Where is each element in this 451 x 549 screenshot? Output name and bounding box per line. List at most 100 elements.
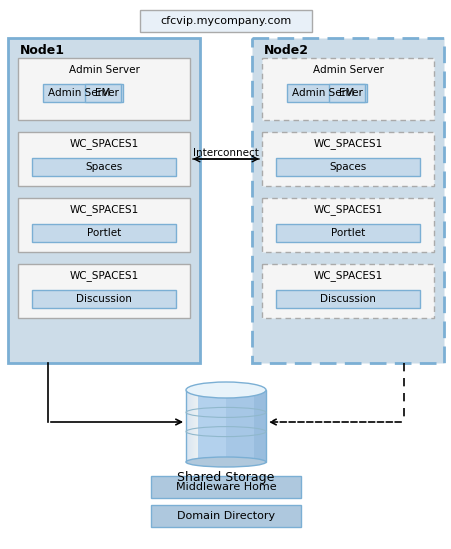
Bar [258, 390, 259, 462]
Bar [85, 84, 121, 102]
Bar [217, 390, 219, 462]
Text: WC_SPACES1: WC_SPACES1 [69, 138, 138, 149]
Bar [201, 390, 202, 462]
Bar [244, 390, 245, 462]
Text: Spaces: Spaces [85, 162, 122, 172]
Bar [262, 390, 263, 462]
Text: Admin Server: Admin Server [312, 65, 382, 75]
Bar [8, 38, 199, 363]
Bar [245, 390, 246, 462]
Text: Interconnect: Interconnect [193, 148, 258, 158]
Ellipse shape [186, 457, 265, 467]
Text: Portlet: Portlet [87, 228, 121, 238]
Bar [224, 390, 225, 462]
Bar [248, 390, 249, 462]
Bar [208, 390, 210, 462]
Bar [259, 390, 260, 462]
Bar [225, 390, 226, 462]
Bar [263, 390, 264, 462]
Bar [229, 390, 230, 462]
Bar [189, 390, 191, 462]
Bar [210, 390, 211, 462]
Bar [234, 390, 235, 462]
Bar [276, 290, 419, 308]
Bar [188, 390, 189, 462]
Bar [240, 390, 241, 462]
Text: Discussion: Discussion [319, 294, 375, 304]
Text: Shared Storage: Shared Storage [177, 472, 274, 485]
Bar [226, 390, 227, 462]
Text: WC_SPACES1: WC_SPACES1 [69, 271, 138, 282]
Bar [220, 390, 221, 462]
Bar [32, 158, 175, 176]
Text: EM: EM [339, 88, 354, 98]
Bar [328, 84, 364, 102]
Bar [243, 390, 244, 462]
Bar [199, 390, 201, 462]
Text: WC_SPACES1: WC_SPACES1 [313, 138, 382, 149]
Bar [286, 84, 366, 102]
Text: Admin Server: Admin Server [47, 88, 118, 98]
Bar [276, 158, 419, 176]
Bar [254, 390, 255, 462]
Bar [262, 58, 433, 120]
Bar [18, 132, 189, 186]
Bar [276, 224, 419, 242]
Bar [238, 390, 239, 462]
Text: Discussion: Discussion [76, 294, 132, 304]
Bar [140, 10, 311, 32]
Bar [207, 390, 208, 462]
Bar [205, 390, 206, 462]
Bar [212, 390, 213, 462]
Bar [257, 390, 258, 462]
Bar [43, 84, 123, 102]
Bar [221, 390, 222, 462]
Bar [239, 390, 240, 462]
Bar [262, 132, 433, 186]
Bar [32, 224, 175, 242]
Bar [151, 505, 300, 527]
Text: Portlet: Portlet [330, 228, 364, 238]
Bar [193, 390, 194, 462]
Text: cfcvip.mycompany.com: cfcvip.mycompany.com [160, 16, 291, 26]
Bar [186, 390, 265, 462]
Bar [236, 390, 238, 462]
Bar [194, 390, 196, 462]
Bar [187, 390, 188, 462]
Bar [250, 390, 252, 462]
Bar [32, 290, 175, 308]
Bar [211, 390, 212, 462]
Text: Node1: Node1 [20, 43, 65, 57]
Bar [18, 264, 189, 318]
Ellipse shape [186, 382, 265, 398]
Text: WC_SPACES1: WC_SPACES1 [69, 205, 138, 215]
Bar [197, 390, 198, 462]
Bar [252, 38, 443, 363]
Bar [231, 390, 232, 462]
Bar [232, 390, 234, 462]
Bar [252, 390, 253, 462]
Text: Domain Directory: Domain Directory [176, 511, 275, 521]
Bar [235, 390, 236, 462]
Bar [186, 390, 187, 462]
Bar [227, 390, 229, 462]
Bar [230, 390, 231, 462]
Bar [216, 390, 217, 462]
Bar [213, 390, 215, 462]
Bar [264, 390, 265, 462]
Text: Spaces: Spaces [329, 162, 366, 172]
Bar [215, 390, 216, 462]
Bar [191, 390, 192, 462]
Bar [241, 390, 243, 462]
Bar [18, 198, 189, 252]
Bar [18, 58, 189, 120]
Text: WC_SPACES1: WC_SPACES1 [313, 205, 382, 215]
Text: Node2: Node2 [263, 43, 308, 57]
Bar [222, 390, 224, 462]
Bar [219, 390, 220, 462]
Bar [246, 390, 248, 462]
Text: Middleware Home: Middleware Home [175, 482, 276, 492]
Bar [262, 198, 433, 252]
Bar [249, 390, 250, 462]
Text: Admin Server: Admin Server [69, 65, 139, 75]
